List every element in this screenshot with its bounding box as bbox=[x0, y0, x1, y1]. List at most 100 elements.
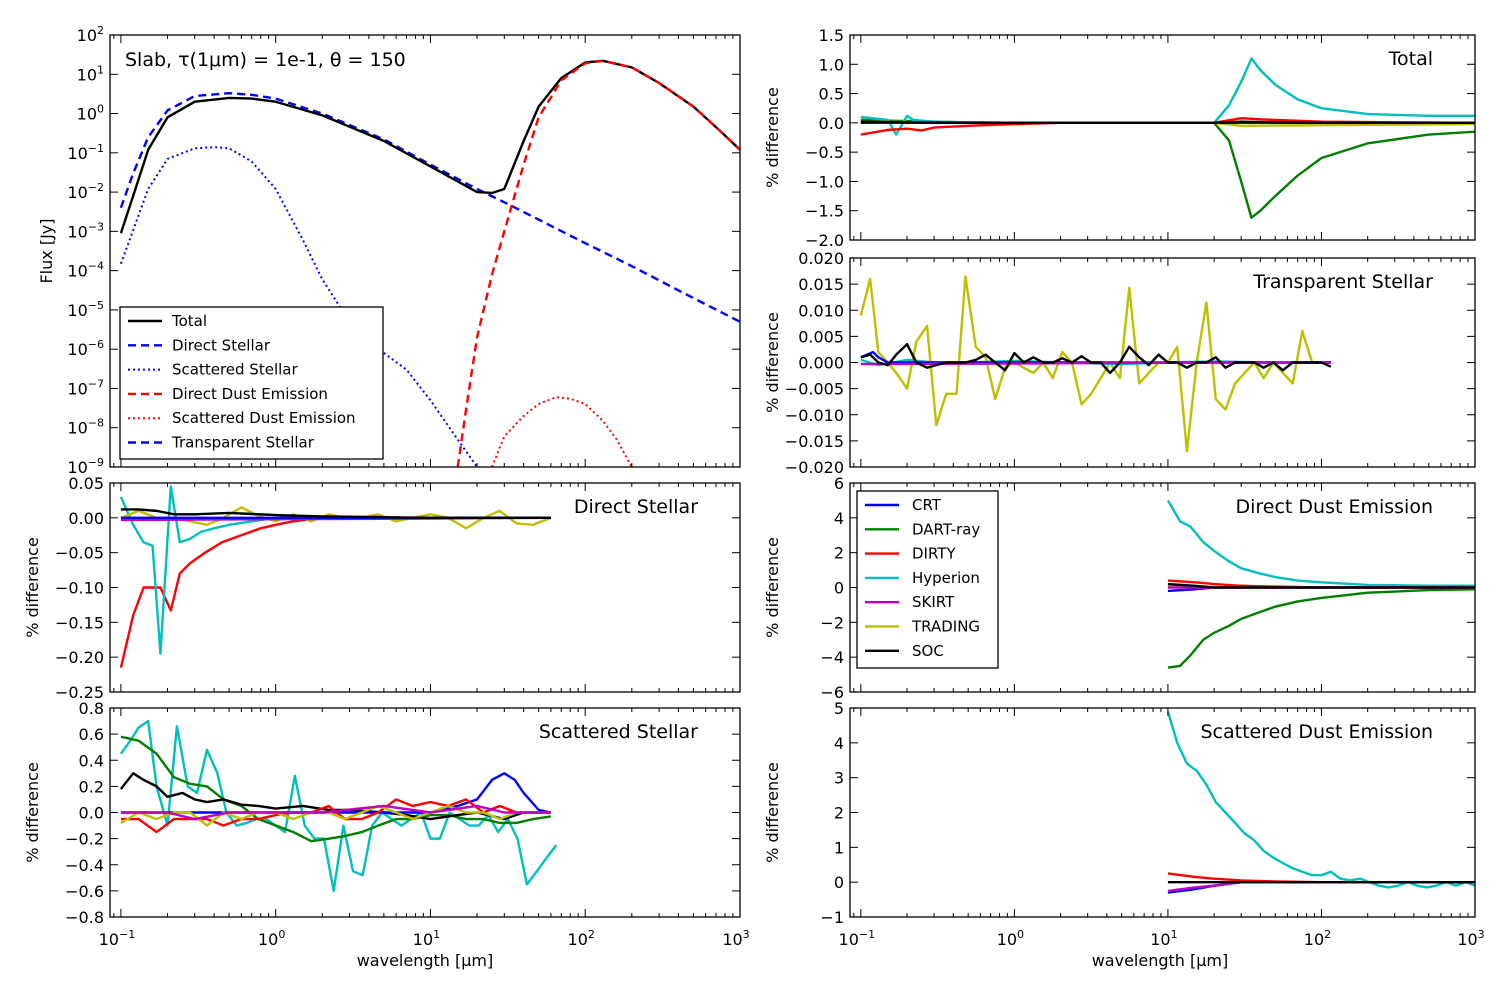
panel-title: Scattered Dust Emission bbox=[1200, 721, 1433, 743]
x-tick-label: 10−1 bbox=[839, 928, 876, 949]
series-group bbox=[1166, 711, 1475, 894]
x-tick-label: 101 bbox=[1150, 928, 1177, 949]
y-tick-label: 10−2 bbox=[67, 181, 104, 202]
y-tick-label: 0.00 bbox=[68, 509, 104, 528]
panel-title: Direct Stellar bbox=[574, 496, 698, 518]
y-tick-label: 0.05 bbox=[68, 474, 104, 493]
series-dart-ray bbox=[860, 118, 1475, 219]
y-tick-label: −0.5 bbox=[805, 143, 844, 162]
y-tick-label: 101 bbox=[77, 63, 104, 84]
panel-scattered_stellar: 10−1 100 101 102 103 −0.8 −0.6 −0.4 −0.2 0.0 0.2 0.… bbox=[23, 699, 750, 949]
y-tick-label: −0.020 bbox=[785, 458, 844, 477]
x-tick-label: 10−1 bbox=[99, 928, 136, 949]
y-tick-label: −0.15 bbox=[55, 613, 104, 632]
legend-label: Direct Stellar bbox=[172, 336, 271, 354]
y-tick-label: 0.020 bbox=[798, 249, 844, 268]
panel-title: Slab, τ(1μm) = 1e-1, θ = 150 bbox=[125, 49, 406, 71]
x-tick-label: 103 bbox=[722, 928, 749, 949]
y-tick-label: 1 bbox=[834, 838, 844, 857]
series-dart-ray bbox=[120, 735, 552, 843]
series-soc bbox=[119, 772, 551, 821]
series-group bbox=[119, 59, 740, 467]
series-hyperion bbox=[119, 719, 558, 893]
y-tick-label: −0.25 bbox=[55, 683, 104, 702]
panel-transparent: −0.020 −0.015 −0.010 −0.005 0.000 0.005 0.010 0… bbox=[763, 249, 1476, 477]
y-tick-label: 10−4 bbox=[67, 260, 104, 281]
series-skirt bbox=[120, 804, 551, 821]
y-axis-label: % difference bbox=[763, 87, 782, 188]
series-soc bbox=[120, 508, 551, 520]
y-tick-label: 3 bbox=[834, 769, 844, 788]
y-tick-label: −0.010 bbox=[785, 406, 844, 425]
y-axis-label: % difference bbox=[763, 312, 782, 413]
y-tick-label: 0.015 bbox=[798, 275, 844, 294]
series-total bbox=[119, 59, 740, 234]
series-soc bbox=[860, 120, 1475, 125]
series-group bbox=[119, 719, 558, 893]
x-axis-label-left: wavelength [μm] bbox=[357, 951, 494, 970]
y-tick-label: −0.2 bbox=[65, 830, 104, 849]
series-dirty bbox=[860, 116, 1475, 136]
series-dart-ray bbox=[1167, 588, 1475, 669]
y-tick-label: 0.8 bbox=[79, 699, 104, 718]
series-scattered-dust-emission bbox=[491, 396, 633, 467]
y-axis-label: % difference bbox=[763, 537, 782, 638]
legend-label: Scattered Stellar bbox=[172, 361, 298, 379]
y-tick-label: 0 bbox=[834, 579, 844, 598]
y-tick-label: −0.20 bbox=[55, 648, 104, 667]
y-tick-label: 2 bbox=[834, 804, 844, 823]
legend-label: SOC bbox=[912, 642, 944, 660]
y-tick-label: −2 bbox=[820, 613, 844, 632]
y-tick-label: 0.0 bbox=[819, 114, 844, 133]
y-axis-label: Flux [Jy] bbox=[37, 218, 56, 283]
axes-frame bbox=[849, 34, 1476, 241]
y-tick-label: 0.0 bbox=[79, 804, 104, 823]
y-tick-label: 0.4 bbox=[79, 751, 104, 770]
legend-label: Hyperion bbox=[912, 569, 980, 587]
series-hyperion bbox=[1166, 711, 1475, 889]
y-axis-label: % difference bbox=[23, 537, 42, 638]
legend-label: Total bbox=[171, 312, 207, 330]
y-tick-label: 10−7 bbox=[67, 377, 104, 398]
series-direct-dust-emission bbox=[456, 59, 740, 467]
x-tick-label: 102 bbox=[1304, 928, 1331, 949]
series-scattered-stellar bbox=[119, 146, 478, 467]
legend-label: DIRTY bbox=[912, 545, 956, 563]
y-tick-label: 4 bbox=[834, 734, 844, 753]
y-axis-label: % difference bbox=[763, 762, 782, 863]
legend-label: CRT bbox=[912, 496, 942, 514]
y-tick-label: 10−5 bbox=[67, 299, 104, 320]
legend-box bbox=[119, 306, 384, 460]
y-tick-label: 0.000 bbox=[798, 354, 844, 373]
series-hyperion bbox=[1166, 499, 1475, 587]
legend-label: SKIRT bbox=[912, 593, 955, 611]
legend-sed: Total Direct Stellar Scattered Stellar Dire… bbox=[119, 306, 384, 460]
panel-title: Total bbox=[1388, 48, 1433, 70]
y-tick-label: 0.005 bbox=[798, 327, 844, 346]
y-tick-label: −0.10 bbox=[55, 579, 104, 598]
y-tick-label: −0.6 bbox=[65, 882, 104, 901]
y-tick-label: 6 bbox=[834, 474, 844, 493]
y-tick-label: −1.5 bbox=[805, 202, 844, 221]
y-tick-label: 1.5 bbox=[819, 26, 844, 45]
legend-codes: CRT DART-ray DIRTY Hyperion SKIRT TRADING SOC bbox=[856, 490, 999, 669]
legend-label: TRADING bbox=[911, 618, 980, 636]
panel-title: Direct Dust Emission bbox=[1235, 496, 1433, 518]
y-tick-label: 1.0 bbox=[819, 55, 844, 74]
y-tick-label: −1.0 bbox=[805, 172, 844, 191]
y-tick-label: 0.2 bbox=[79, 777, 104, 796]
y-tick-label: −0.005 bbox=[785, 380, 844, 399]
y-tick-label: 10−3 bbox=[67, 220, 104, 241]
legend-label: DART-ray bbox=[912, 520, 980, 538]
series-hyperion bbox=[860, 57, 1475, 136]
y-tick-label: 10−8 bbox=[67, 417, 104, 438]
legend-label: Direct Dust Emission bbox=[172, 385, 328, 403]
panel-title: Transparent Stellar bbox=[1252, 271, 1433, 293]
series-group bbox=[1166, 499, 1475, 669]
y-tick-label: 102 bbox=[77, 24, 104, 45]
y-tick-label: 4 bbox=[834, 509, 844, 528]
legend-label: Transparent Stellar bbox=[171, 434, 315, 452]
series-group bbox=[119, 485, 552, 668]
series-trading bbox=[120, 804, 551, 827]
